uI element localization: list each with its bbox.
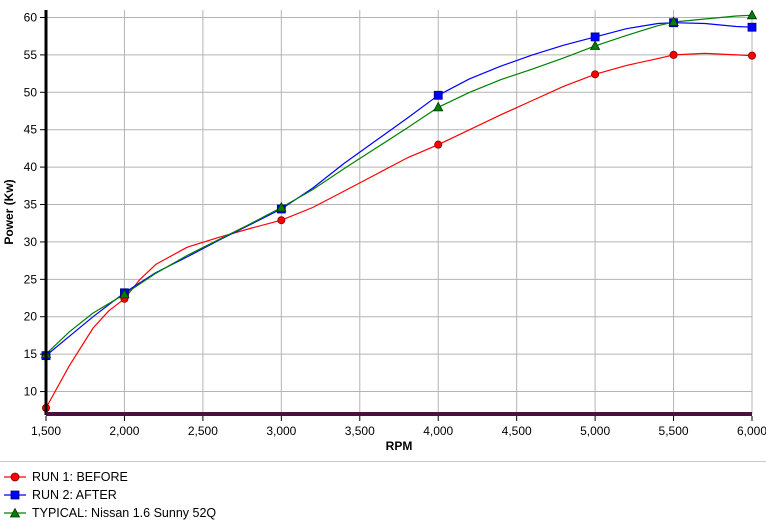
data-point-typical xyxy=(668,16,679,26)
y-tick-label: 30 xyxy=(24,235,38,249)
series-line-1 xyxy=(45,52,753,409)
x-tick-label: 4,500 xyxy=(502,424,532,438)
data-point-run1 xyxy=(277,216,286,225)
data-point-run2 xyxy=(433,90,443,100)
data-point-typical xyxy=(433,101,444,112)
data-point-typical xyxy=(119,288,130,299)
x-tick-label: 3,000 xyxy=(266,424,296,438)
data-point-run2 xyxy=(747,22,757,32)
y-tick-label: 45 xyxy=(24,123,38,137)
y-tick-label: 35 xyxy=(24,198,38,212)
y-tick-label: 50 xyxy=(24,85,38,99)
data-point-typical xyxy=(589,40,601,50)
x-tick-label: 1,500 xyxy=(31,424,61,438)
x-tick-label: 6,000 xyxy=(737,424,766,438)
y-tick-label: 60 xyxy=(24,10,38,24)
legend-label-run2: RUN 2: AFTER xyxy=(32,488,117,502)
legend-item-run2[interactable]: RUN 2: AFTER xyxy=(4,486,216,504)
x-axis-title: RPM xyxy=(386,439,413,453)
legend-item-typical[interactable]: TYPICAL: Nissan 1.6 Sunny 52Q xyxy=(4,504,216,522)
data-point-typical xyxy=(746,9,758,20)
data-point-run1 xyxy=(591,70,600,79)
y-tick-label: 25 xyxy=(24,272,38,286)
legend-divider xyxy=(0,461,766,462)
data-point-run1 xyxy=(669,50,678,59)
data-point-run1 xyxy=(748,51,757,60)
y-axis-title: Power (Kw) xyxy=(2,179,16,244)
legend-triangle-marker-icon xyxy=(4,507,26,518)
legend: RUN 1: BEFORE RUN 2: AFTER TYPICAL: Niss… xyxy=(4,468,216,522)
legend-label-run1: RUN 1: BEFORE xyxy=(32,470,128,484)
x-tick-label: 5,500 xyxy=(659,424,689,438)
x-tick-label: 4,000 xyxy=(423,424,453,438)
data-point-typical xyxy=(276,201,287,212)
x-tick-label: 2,000 xyxy=(109,424,139,438)
data-point-run1 xyxy=(434,140,443,149)
legend-label-typical: TYPICAL: Nissan 1.6 Sunny 52Q xyxy=(32,506,217,520)
data-point-run2 xyxy=(590,32,600,42)
x-tick-label: 2,500 xyxy=(188,424,218,438)
y-tick-label: 20 xyxy=(24,310,38,324)
series-line-2 xyxy=(45,22,753,357)
legend-circle-marker-icon xyxy=(4,472,26,482)
y-tick-label: 55 xyxy=(24,48,38,62)
x-tick-label: 5,000 xyxy=(580,424,610,438)
y-tick-label: 10 xyxy=(24,385,38,399)
y-tick-label: 40 xyxy=(24,160,38,174)
y-tick-label: 15 xyxy=(24,347,38,361)
series-line-3 xyxy=(45,14,753,355)
x-tick-label: 3,500 xyxy=(345,424,375,438)
legend-square-marker-icon xyxy=(4,490,26,500)
power-chart: 1,500 2,000 2,500 3,000 3,500 4,000 4,500 5,000… xyxy=(2,9,766,453)
legend-item-run1[interactable]: RUN 1: BEFORE xyxy=(4,468,216,486)
